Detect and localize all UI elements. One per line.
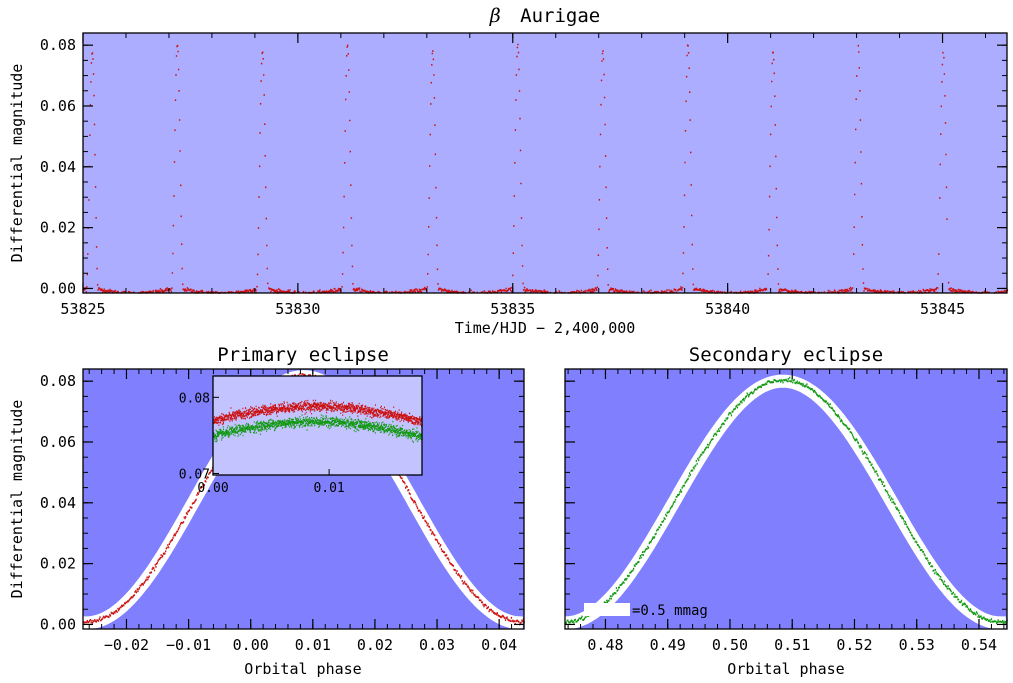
x-tick-label: 53830	[275, 300, 320, 318]
x-tick-label: 0.00	[233, 636, 269, 654]
inset-y-tick-label: 0.08	[179, 391, 210, 406]
x-tick-label: 0.52	[836, 636, 872, 654]
primary-inset: 0.00 0.01 0.07 0.08	[179, 375, 423, 496]
title-star-name: Aurigae	[520, 5, 600, 27]
inset-x-tick-label: 0.00	[197, 481, 228, 496]
x-tick-label: 0.51	[774, 636, 810, 654]
y-tick-label: 0.02	[40, 219, 76, 237]
scale-legend-swatch	[584, 603, 630, 616]
light-curve-y-label: Differential magnitude	[8, 64, 26, 263]
title-beta-symbol: β	[489, 5, 501, 27]
secondary-title: Secondary eclipse	[689, 344, 883, 366]
y-tick-label: 0.06	[40, 433, 76, 451]
secondary-x-ticks: 0.48 0.49 0.50 0.51 0.52 0.53 0.54	[567, 369, 1005, 654]
x-tick-label: 0.49	[650, 636, 686, 654]
y-tick-label: 0.02	[40, 555, 76, 573]
scale-legend-label: =0.5 mmag	[632, 603, 708, 619]
x-tick-label: 0.03	[419, 636, 455, 654]
light-curve-y-ticks: 0.00 0.02 0.04 0.06 0.08	[40, 36, 1007, 297]
light-curve-x-label: Time/HJD − 2,400,000	[455, 319, 636, 337]
primary-x-ticks: −0.02 −0.01 0.00 0.01 0.02 0.03 0.04	[88, 369, 525, 654]
inset-frame	[212, 375, 423, 476]
x-tick-label: −0.02	[104, 636, 149, 654]
light-curve-frame	[82, 32, 1008, 294]
x-tick-label: 0.53	[899, 636, 935, 654]
inset-y-tick-label: 0.07	[179, 467, 210, 482]
x-tick-label: −0.01	[166, 636, 211, 654]
primary-frame	[82, 368, 525, 630]
secondary-eclipse-data	[561, 374, 1010, 630]
light-curve-title: β Aurigae	[489, 5, 601, 27]
x-tick-label: 0.01	[295, 636, 331, 654]
primary-x-label: Orbital phase	[244, 660, 361, 678]
y-tick-label: 0.06	[40, 97, 76, 115]
light-curve-plot-area	[83, 33, 1007, 293]
light-curve-panel: 53825 53830 53835 53840 53845 0.000.020.040.…	[8, 5, 1009, 337]
primary-y-label: Differential magnitude	[8, 400, 26, 599]
y-tick-label: 0.00	[40, 615, 76, 633]
light-curve-x-ticks: 53825 53830 53835 53840 53845	[60, 33, 987, 318]
secondary-frame	[564, 368, 1008, 630]
x-tick-label: 53835	[490, 300, 535, 318]
x-tick-label: 0.02	[357, 636, 393, 654]
x-tick-label: 0.48	[587, 636, 623, 654]
y-tick-label: 0.00	[40, 279, 76, 297]
x-tick-label: 53845	[920, 300, 965, 318]
eclipse-data-points	[565, 376, 1008, 625]
inset-x-tick-label: 0.01	[313, 481, 344, 496]
y-tick-label: 0.04	[40, 158, 76, 176]
secondary-plot-area	[565, 369, 1007, 629]
y-tick-label: 0.08	[40, 372, 76, 390]
secondary-y-ticks	[565, 380, 1007, 626]
x-tick-label: 0.04	[481, 636, 517, 654]
x-tick-label: 0.50	[712, 636, 748, 654]
primary-y-ticks: 0.00 0.02 0.04 0.06 0.08	[40, 372, 524, 633]
x-tick-label: 53840	[705, 300, 750, 318]
x-tick-label: 0.54	[961, 636, 997, 654]
secondary-eclipse-panel: 0.48 0.49 0.50 0.51 0.52 0.53 0.54 =0.5 mmag S…	[561, 344, 1010, 678]
y-tick-label: 0.04	[40, 494, 76, 512]
primary-eclipse-panel: −0.02 −0.01 0.00 0.01 0.02 0.03 0.04 0.000.020…	[8, 344, 527, 678]
x-tick-label: 53825	[60, 300, 105, 318]
y-tick-label: 0.08	[40, 36, 76, 54]
primary-title: Primary eclipse	[217, 344, 389, 366]
secondary-x-label: Orbital phase	[727, 660, 844, 678]
